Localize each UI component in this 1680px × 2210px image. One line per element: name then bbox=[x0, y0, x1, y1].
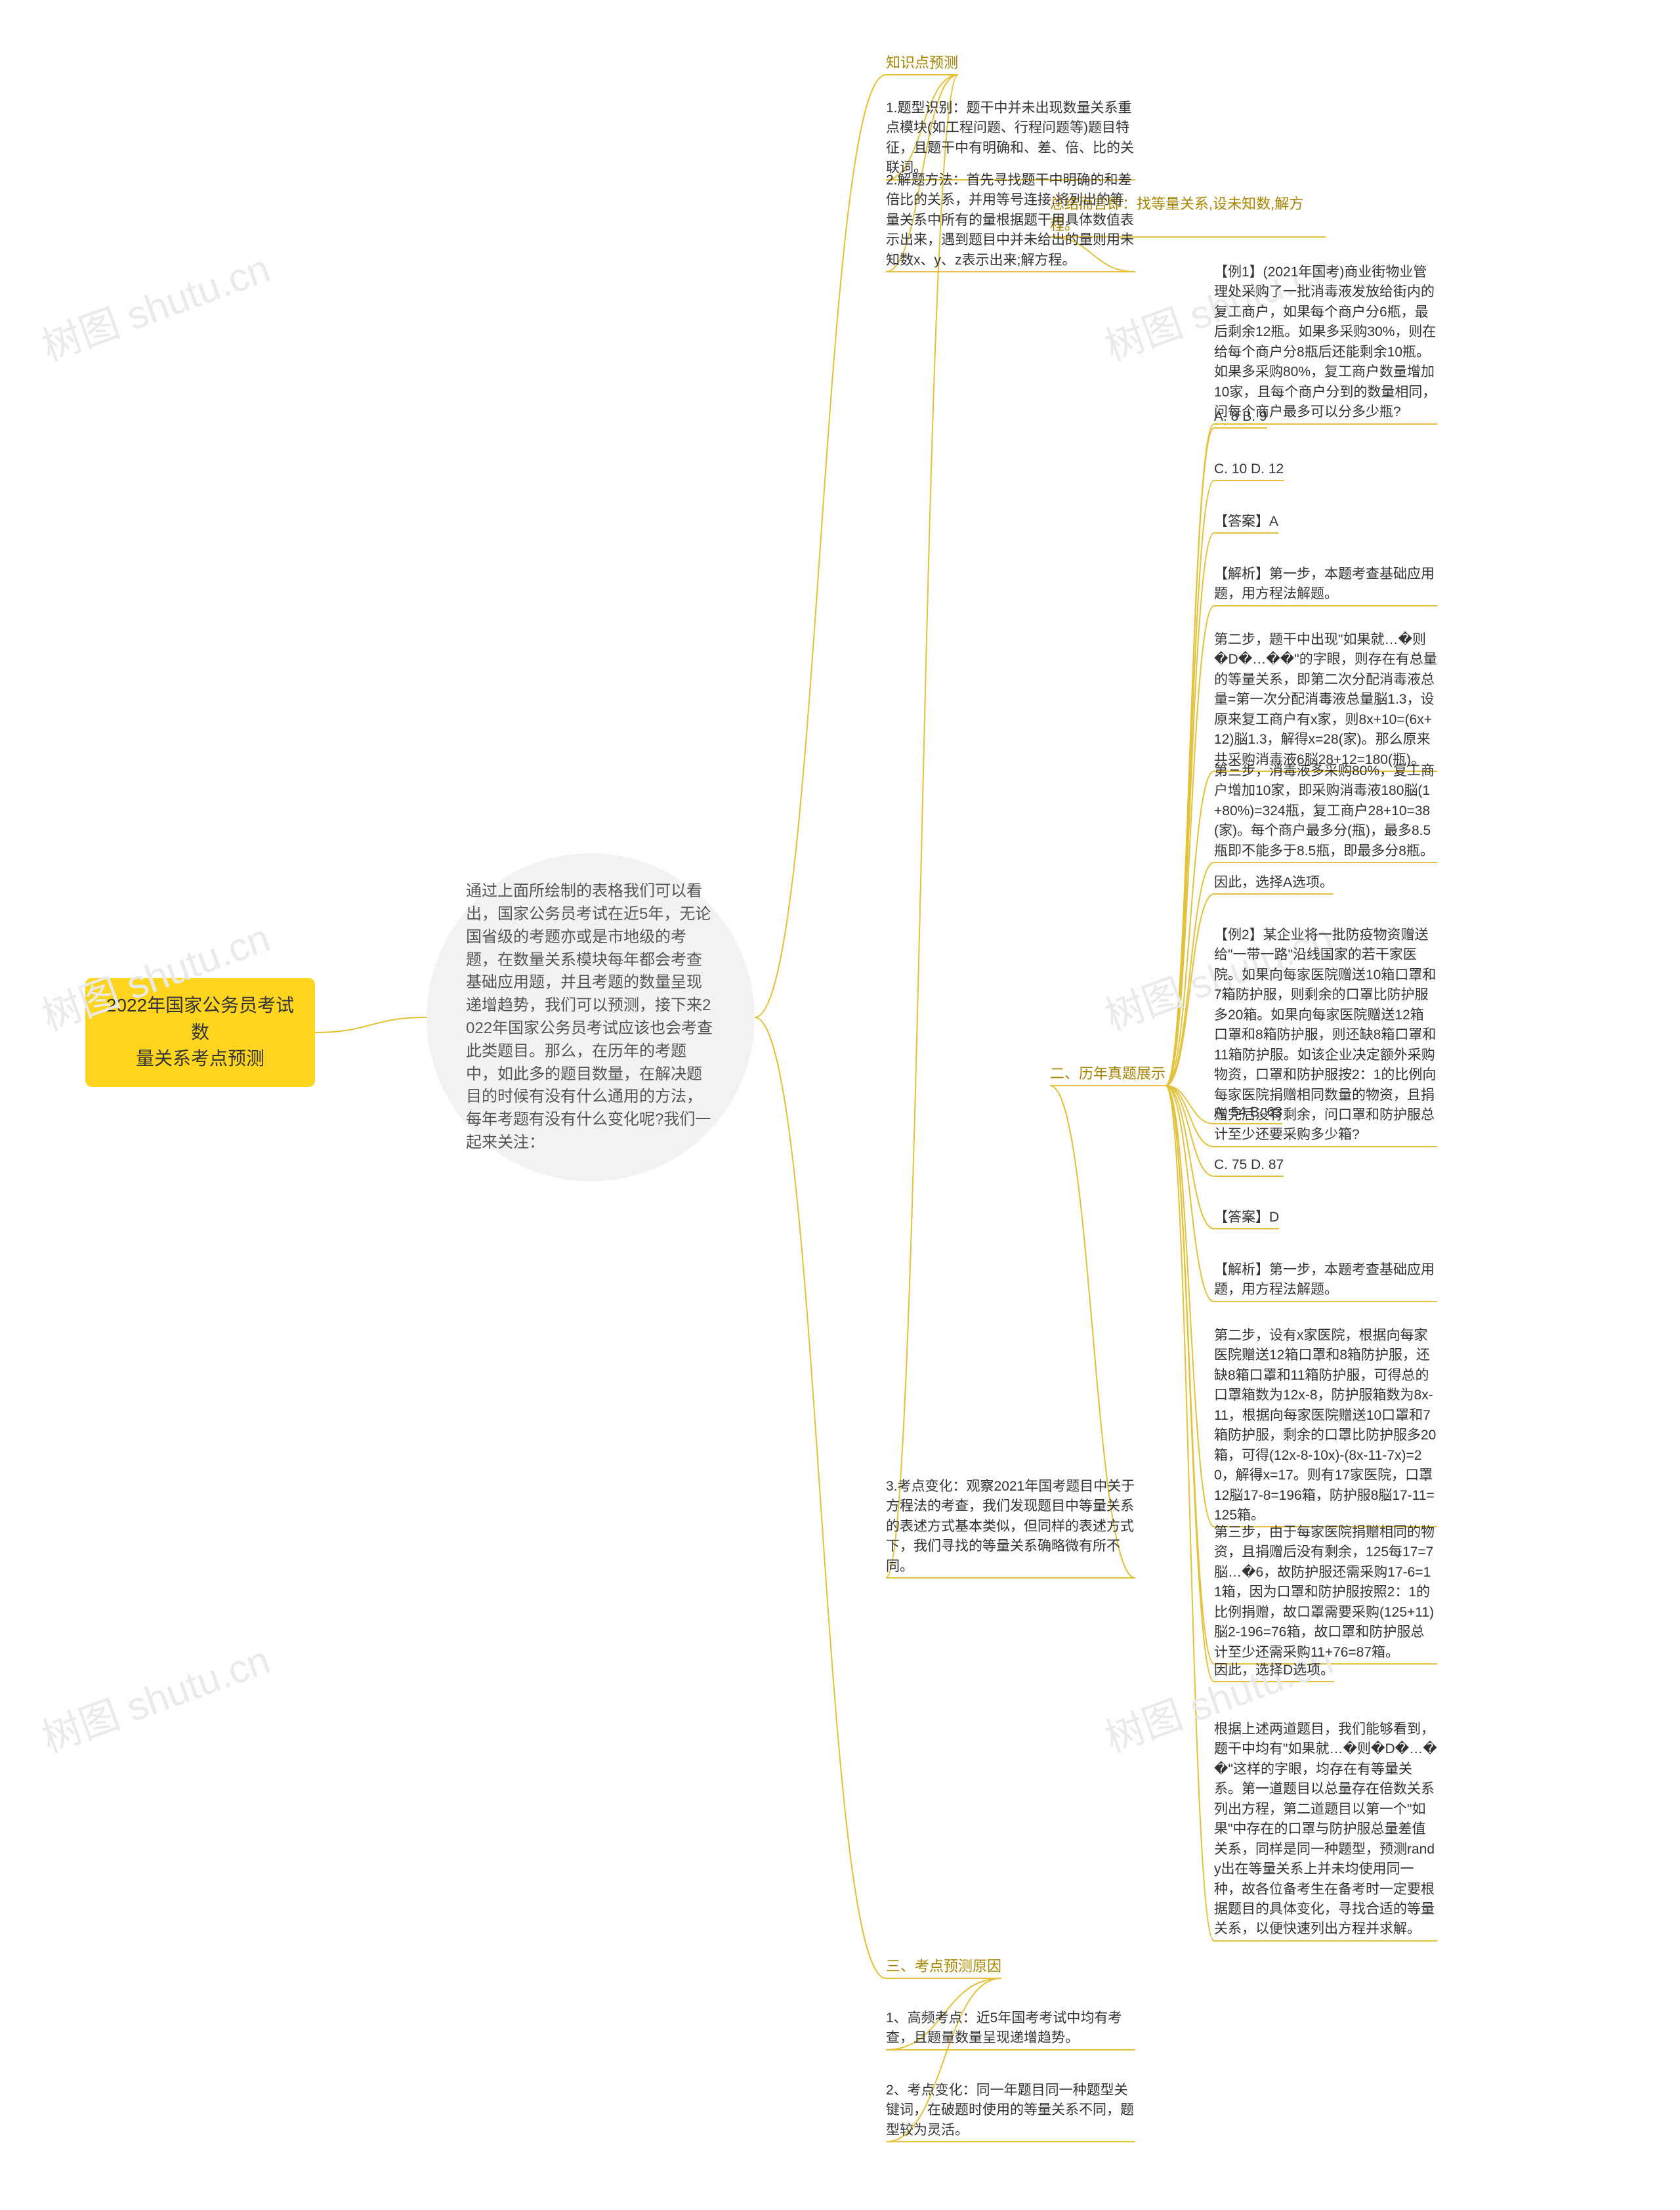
level2-ln: 二、历年真题展示 bbox=[1050, 1063, 1166, 1084]
leaf-node: 第二步，设有x家医院，根据向每家医院赠送12箱口罩和8箱防护服，还缺8箱口罩和1… bbox=[1214, 1326, 1437, 1525]
leaf-node: 因此，选择D选项。 bbox=[1214, 1661, 1334, 1680]
leaf-node: 2、考点变化：同一年题目同一种题型关键词，在破题时使用的等量关系不同，题型较为灵… bbox=[886, 2081, 1135, 2140]
watermark: 树图 shutu.cn bbox=[33, 237, 276, 372]
leaf-node: C. 10 D. 12 bbox=[1214, 459, 1284, 479]
leaf-node: 第二步，题干中出现"如果就…�则�D�…��"的字眼，则存在有总量的等量关系，即… bbox=[1214, 630, 1437, 770]
leaf-node: 【例1】(2021年国考)商业街物业管理处采购了一批消毒液发放给街内的复工商户，… bbox=[1214, 263, 1437, 423]
level2-kdyy: 三、考点预测原因 bbox=[886, 1956, 1001, 1977]
leaf-node: C. 75 D. 87 bbox=[1214, 1155, 1284, 1175]
branch-node: 通过上面所绘制的表格我们可以看出，国家公务员考试在近5年，无论国省级的考题亦或是… bbox=[427, 853, 755, 1181]
leaf-node: 根据上述两道题目，我们能够看到，题干中均有"如果就…�则�D�…��"这样的字眼… bbox=[1214, 1720, 1437, 1940]
leaf-node: 3.考点变化：观察2021年国考题目中关于方程法的考查，我们发现题目中等量关系的… bbox=[886, 1477, 1135, 1577]
watermark: 树图 shutu.cn bbox=[33, 1628, 276, 1764]
root-node: 2022年国家公务员考试数 量关系考点预测 bbox=[85, 978, 315, 1087]
level2-kzd: 知识点预测 bbox=[886, 53, 958, 74]
leaf-node: 【答案】A bbox=[1214, 512, 1278, 532]
leaf-node: 【解析】第一步，本题考查基础应用题，用方程法解题。 bbox=[1214, 564, 1437, 605]
leaf-node: 1.题型识别：题干中并未出现数量关系重点模块(如工程问题、行程问题等)题目特征，… bbox=[886, 98, 1135, 179]
branch-text: 通过上面所绘制的表格我们可以看出，国家公务员考试在近5年，无论国省级的考题亦或是… bbox=[466, 880, 715, 1155]
leaf-node: A. 54 B. 63 bbox=[1214, 1103, 1282, 1122]
leaf-node: 【答案】D bbox=[1214, 1208, 1279, 1227]
leaf-node: 第三步，由于每家医院捐赠相同的物资，且捐赠后没有剩余，125每17=7脳…�6，… bbox=[1214, 1523, 1437, 1663]
leaf-node: 第三步，消毒液多采购80%，复工商户增加10家，即采购消毒液180脳(1+80%… bbox=[1214, 761, 1437, 861]
leaf-node: 1、高频考点：近5年国考考试中均有考查，且题量数量呈现递增趋势。 bbox=[886, 2008, 1135, 2049]
leaf-node: A. 8 B. 9 bbox=[1214, 407, 1267, 427]
leaf-node: 因此，选择A选项。 bbox=[1214, 873, 1334, 893]
leaf-node: 2.解题方法：首先寻找题干中明确的和差倍比的关系，并用等号连接;将列出的等量关系… bbox=[886, 171, 1135, 270]
leaf-node: 【解析】第一步，本题考查基础应用题，用方程法解题。 bbox=[1214, 1260, 1437, 1300]
